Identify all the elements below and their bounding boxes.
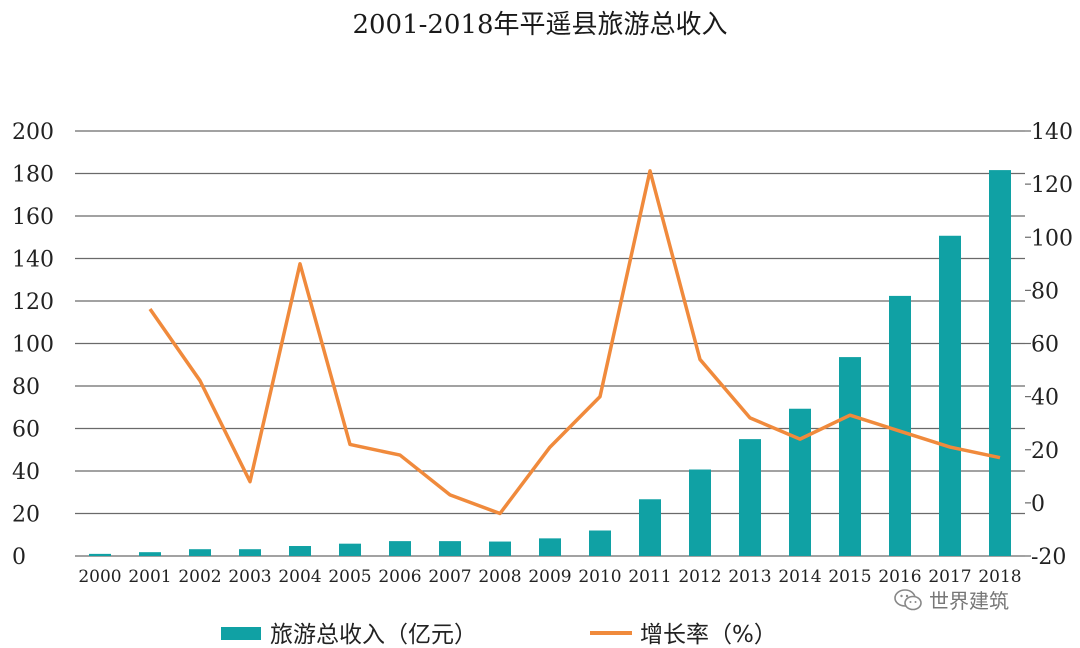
bar	[139, 552, 161, 556]
x-tick-label: 2003	[228, 567, 271, 587]
bar	[939, 235, 961, 556]
right-tick-label: 80	[1031, 279, 1059, 304]
left-tick-label: 60	[12, 418, 40, 443]
bar-series	[89, 170, 1011, 556]
left-tick-label: 140	[12, 248, 54, 273]
left-tick-label: 160	[12, 205, 54, 230]
bar	[739, 439, 761, 556]
gridlines	[75, 130, 1025, 557]
legend: 旅游总收入（亿元） 增长率（%）	[221, 622, 777, 648]
line-series	[148, 169, 1001, 516]
x-tick-label: 2001	[128, 567, 171, 587]
left-tick-label: 180	[12, 163, 54, 188]
bar	[89, 553, 111, 556]
x-tick-label: 2012	[678, 567, 721, 587]
chart-title: 2001-2018年平遥县旅游总收入	[352, 10, 728, 40]
left-axis: 0 20 40 60 80 100 120 140 160 180 200	[12, 120, 54, 570]
legend-swatch-bar	[221, 627, 261, 640]
right-tick-label: 20	[1031, 439, 1059, 464]
x-tick-label: 2018	[978, 567, 1021, 587]
right-axis: -20 0 20 40 60 80 100 120 140	[1025, 120, 1073, 570]
right-tick-label: 120	[1031, 173, 1073, 198]
left-tick-label: 100	[12, 333, 54, 358]
bar	[389, 541, 411, 556]
left-tick-label: 80	[12, 375, 40, 400]
bar	[239, 549, 261, 556]
right-tick-label: 60	[1031, 333, 1059, 358]
left-tick-label: 200	[12, 120, 54, 145]
x-tick-label: 2011	[628, 567, 671, 587]
bar	[989, 170, 1011, 556]
bar	[839, 357, 861, 556]
growth-line	[148, 169, 1001, 516]
bar	[539, 538, 561, 556]
watermark-text: 世界建筑	[929, 589, 1009, 613]
bar	[439, 541, 461, 556]
bar	[339, 543, 361, 556]
x-tick-label: 2008	[478, 567, 521, 587]
right-tick-label: 100	[1031, 226, 1073, 251]
x-tick-label: 2004	[278, 567, 321, 587]
left-tick-label: 0	[12, 545, 26, 570]
right-tick-label: -20	[1031, 545, 1066, 570]
x-tick-label: 2002	[178, 567, 221, 587]
x-tick-label: 2015	[828, 567, 871, 587]
wechat-icon	[894, 588, 922, 610]
x-tick-label: 2009	[528, 567, 571, 587]
bar	[889, 295, 911, 556]
legend-label-line: 增长率（%）	[640, 622, 777, 648]
left-tick-label: 40	[12, 460, 40, 485]
bar	[689, 469, 711, 556]
right-tick-label: 0	[1031, 492, 1045, 517]
bar	[639, 499, 661, 556]
right-tick-label: 140	[1031, 120, 1073, 145]
legend-label-bar: 旅游总收入（亿元）	[270, 622, 477, 648]
x-tick-label: 2007	[428, 567, 471, 587]
bar	[189, 549, 211, 556]
x-tick-label: 2016	[878, 567, 921, 587]
bar	[489, 541, 511, 556]
x-axis: 2000 2001 2002 2003 2004 2005 2006 2007 2008 2009…	[78, 567, 1021, 587]
right-tick-label: 40	[1031, 386, 1059, 411]
bar	[289, 546, 311, 556]
watermark: 世界建筑	[893, 585, 1009, 614]
bar	[789, 408, 811, 556]
x-tick-label: 2000	[78, 567, 121, 587]
x-tick-label: 2006	[378, 567, 421, 587]
x-tick-label: 2005	[328, 567, 371, 587]
x-tick-label: 2014	[778, 567, 821, 587]
x-tick-label: 2010	[578, 567, 621, 587]
x-tick-label: 2013	[728, 567, 771, 587]
left-tick-label: 120	[12, 290, 54, 315]
left-tick-label: 20	[12, 503, 40, 528]
bar	[589, 530, 611, 556]
x-tick-label: 2017	[928, 567, 971, 587]
